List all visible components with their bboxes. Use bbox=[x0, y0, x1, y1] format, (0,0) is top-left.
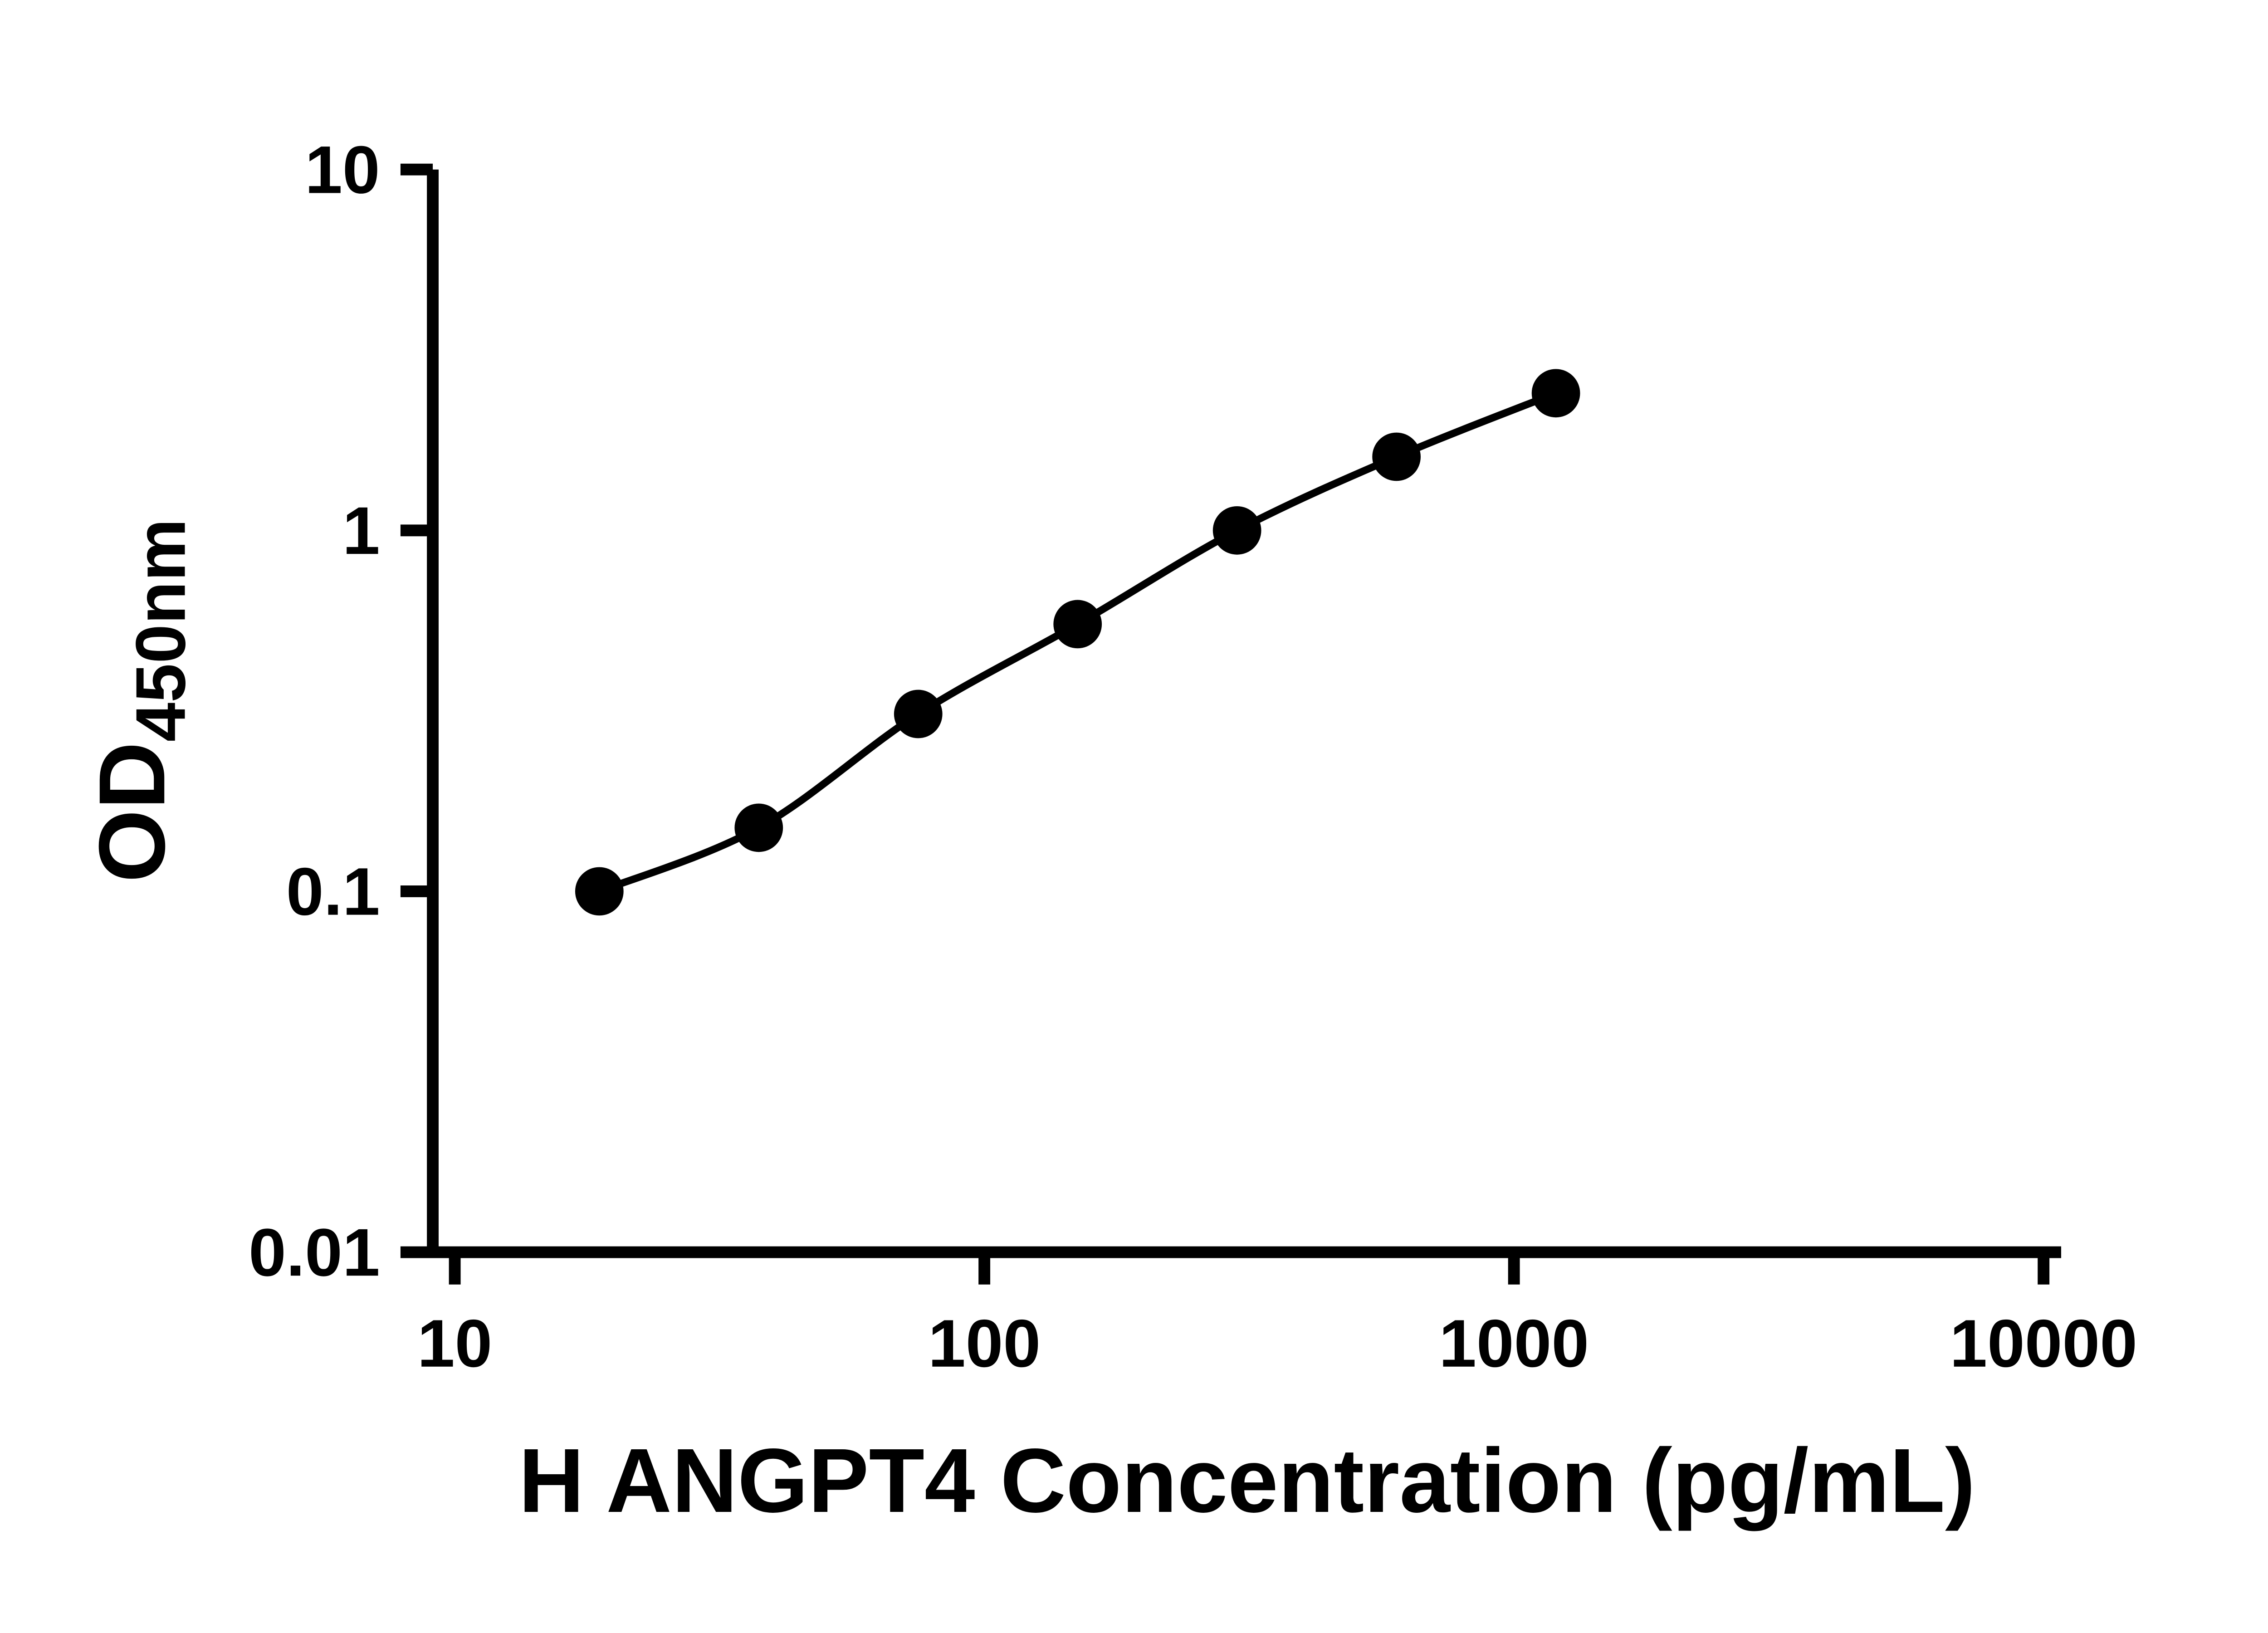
y-tick-label: 10 bbox=[305, 132, 380, 207]
y-tick-label: 0.01 bbox=[249, 1214, 380, 1290]
data-point bbox=[1212, 506, 1261, 555]
y-tick-label: 0.1 bbox=[286, 854, 380, 929]
y-axis-tick-labels: 0.01 0.1 1 10 bbox=[249, 132, 380, 1290]
data-point bbox=[1053, 600, 1102, 649]
x-tick-label: 1000 bbox=[1439, 1305, 1589, 1381]
x-tick-label: 10000 bbox=[1950, 1305, 2137, 1381]
axis-spines bbox=[427, 169, 2061, 1258]
y-axis-ticks bbox=[400, 163, 433, 1258]
y-axis-title-main: OD bbox=[79, 742, 184, 882]
y-axis-title-subscript: 450nm bbox=[121, 518, 200, 742]
x-tick-label: 100 bbox=[928, 1305, 1041, 1381]
data-point bbox=[1372, 432, 1421, 481]
data-point bbox=[1531, 369, 1580, 418]
data-points bbox=[575, 369, 1580, 916]
axes bbox=[427, 169, 2061, 1258]
x-axis-title: H ANGPT4 Concentration (pg/mL) bbox=[518, 1430, 1975, 1531]
y-tick-label: 1 bbox=[342, 493, 380, 568]
y-axis-title: OD450nm bbox=[79, 518, 200, 882]
x-axis-tick-labels: 10 100 1000 10000 bbox=[417, 1305, 2137, 1381]
data-point bbox=[734, 803, 783, 852]
data-point bbox=[894, 689, 943, 738]
x-tick-label: 10 bbox=[417, 1305, 492, 1381]
x-axis-ticks bbox=[449, 1252, 2050, 1285]
data-point bbox=[575, 867, 624, 916]
